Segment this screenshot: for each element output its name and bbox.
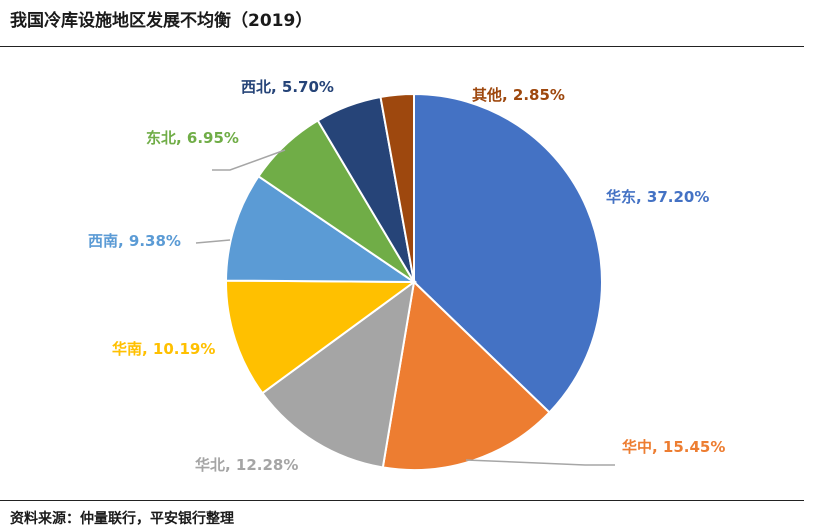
leader-lines bbox=[195, 149, 615, 466]
slice-label-4: 华南, 10.19% bbox=[112, 340, 215, 358]
leader-line-2 bbox=[465, 459, 615, 466]
slice-labels: 华东, 37.20% 华中, 15.45% 华北, 12.28% 华南, 10.19%… bbox=[88, 78, 725, 474]
pie-slice-5 bbox=[224, 174, 418, 284]
chart-title: 我国冷库设施地区发展不均衡（2019） bbox=[10, 11, 313, 31]
leader-line-5 bbox=[195, 239, 231, 244]
slice-label-8: 其他, 2.85% bbox=[472, 86, 565, 104]
top-divider bbox=[0, 46, 804, 47]
slice-label-6: 东北, 6.95% bbox=[146, 129, 239, 147]
source-note: 资料来源：仲量联行，平安银行整理 bbox=[10, 511, 234, 527]
slice-label-5: 西南, 9.38% bbox=[88, 232, 181, 250]
slice-label-2: 华中, 15.45% bbox=[622, 438, 725, 456]
slice-label-3: 华北, 12.28% bbox=[195, 456, 298, 474]
leader-line-6 bbox=[212, 149, 286, 171]
pie-slice-1 bbox=[413, 92, 603, 414]
bottom-divider bbox=[0, 500, 804, 501]
pie-slice-4 bbox=[225, 279, 418, 395]
pie-slice-3 bbox=[260, 279, 416, 469]
slice-label-7: 西北, 5.70% bbox=[241, 78, 334, 96]
pie-slices bbox=[224, 92, 603, 471]
slice-label-1: 华东, 37.20% bbox=[606, 188, 709, 206]
pie-slice-8 bbox=[379, 92, 415, 283]
